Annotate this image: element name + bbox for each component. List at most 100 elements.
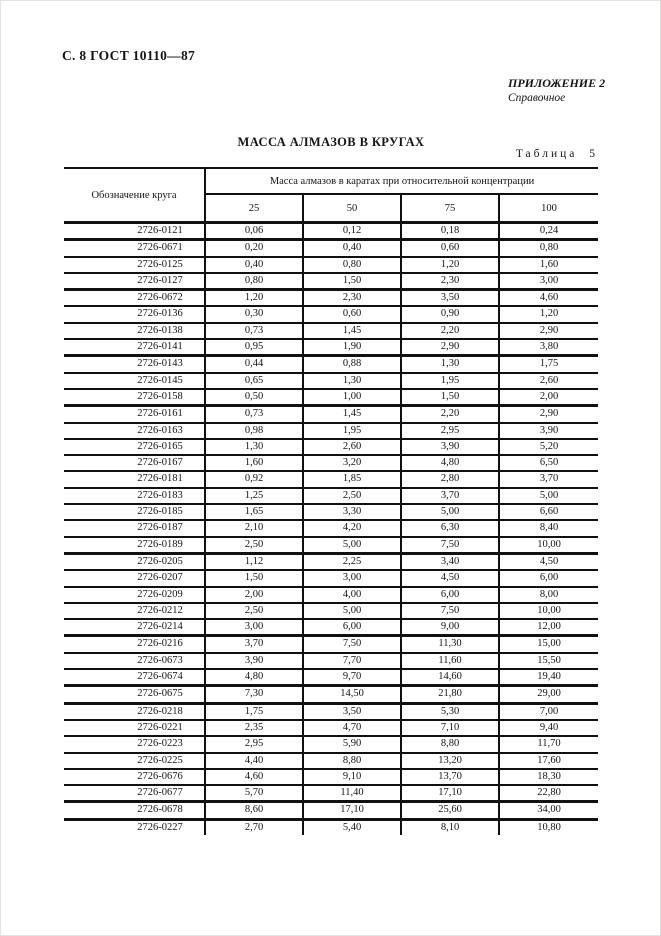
- designation-cell: 2726-0183: [64, 487, 206, 506]
- designation-cell: 2726-0145: [64, 372, 206, 390]
- designation-cell: 2726-0163: [64, 422, 206, 440]
- mass-value-cell: 1,95: [303, 422, 402, 440]
- mass-value-cell: 0,80: [303, 256, 402, 274]
- designation-cell: 2726-0185: [64, 504, 206, 522]
- mass-value-cell: 3,00: [303, 570, 402, 588]
- mass-value-cell: 2,30: [401, 272, 500, 292]
- mass-value-cell: 1,45: [303, 405, 402, 424]
- mass-value-cell: 8,10: [401, 819, 500, 835]
- mass-value-cell: 5,30: [401, 703, 500, 721]
- mass-value-cell: 0,60: [401, 239, 500, 258]
- table-row: 2726-0163 0,98 1,95 2,95 3,90: [64, 422, 599, 440]
- table-row: 2726-0127 0,80 1,50 2,30 3,00: [64, 272, 599, 292]
- table-row: 2726-0136 0,30 0,60 0,90 1,20: [64, 306, 599, 324]
- table-row: 2726-0158 0,50 1,00 1,50 2,00: [64, 388, 599, 408]
- mass-value-cell: 34,00: [499, 801, 599, 821]
- mass-value-cell: 2,70: [205, 819, 304, 835]
- mass-value-cell: 22,80: [499, 785, 599, 804]
- designation-cell: 2726-0676: [64, 768, 206, 787]
- mass-value-cell: 4,00: [303, 586, 402, 604]
- designation-cell: 2726-0671: [64, 239, 206, 258]
- mass-value-cell: 1,85: [303, 471, 402, 489]
- designation-cell: 2726-0223: [64, 736, 206, 754]
- table-row: 2726-0677 5,70 11,40 17,10 22,80: [64, 785, 599, 804]
- mass-value-cell: 0,12: [303, 222, 402, 242]
- mass-value-cell: 5,00: [303, 602, 402, 621]
- mass-value-cell: 0,24: [499, 222, 599, 242]
- mass-value-cell: 3,00: [499, 272, 599, 292]
- mass-value-cell: 15,00: [499, 635, 599, 654]
- mass-value-cell: 7,50: [401, 536, 500, 555]
- designation-cell: 2726-0221: [64, 719, 206, 738]
- mass-value-cell: 2,60: [499, 372, 599, 390]
- mass-value-cell: 1,00: [303, 388, 402, 408]
- mass-value-cell: 6,60: [499, 504, 599, 522]
- mass-value-cell: 7,50: [303, 635, 402, 654]
- mass-value-cell: 11,40: [303, 785, 402, 804]
- mass-value-cell: 3,20: [303, 455, 402, 473]
- column-group-header: Масса алмазов в каратах при относительно…: [205, 168, 599, 195]
- annex-block: ПРИЛОЖЕНИЕ 2 Справочное: [508, 76, 605, 104]
- mass-value-cell: 1,50: [205, 570, 304, 588]
- mass-value-cell: 1,30: [205, 438, 304, 457]
- mass-value-cell: 2,20: [401, 405, 500, 424]
- mass-value-cell: 2,90: [401, 339, 500, 358]
- mass-value-cell: 1,30: [303, 372, 402, 390]
- mass-value-cell: 0,73: [205, 405, 304, 424]
- mass-value-cell: 8,40: [499, 520, 599, 538]
- table-row: 2726-0672 1,20 2,30 3,50 4,60: [64, 289, 599, 308]
- mass-value-cell: 4,50: [401, 570, 500, 588]
- mass-value-cell: 13,70: [401, 768, 500, 787]
- mass-value-cell: 9,00: [401, 619, 500, 638]
- mass-value-cell: 1,90: [303, 339, 402, 358]
- mass-value-cell: 25,60: [401, 801, 500, 821]
- mass-value-cell: 5,70: [205, 785, 304, 804]
- mass-value-cell: 2,00: [499, 388, 599, 408]
- table-header-row-2: 25 50 75 100: [64, 194, 599, 224]
- mass-value-cell: 2,25: [303, 553, 402, 572]
- concentration-header-100: 100: [499, 194, 599, 224]
- mass-value-cell: 7,00: [499, 703, 599, 721]
- table-row: 2726-0143 0,44 0,88 1,30 1,75: [64, 355, 599, 374]
- mass-value-cell: 0,80: [499, 239, 599, 258]
- designation-cell: 2726-0143: [64, 355, 206, 374]
- designation-cell: 2726-0678: [64, 801, 206, 821]
- mass-value-cell: 8,00: [499, 586, 599, 604]
- mass-value-cell: 11,60: [401, 652, 500, 671]
- designation-cell: 2726-0225: [64, 752, 206, 770]
- mass-value-cell: 17,10: [401, 785, 500, 804]
- concentration-header-25: 25: [205, 194, 304, 224]
- mass-value-cell: 10,00: [499, 536, 599, 555]
- page-number-standard-header: С. 8 ГОСТ 10110—87: [62, 48, 196, 63]
- mass-value-cell: 3,90: [499, 422, 599, 440]
- mass-value-cell: 0,80: [205, 272, 304, 292]
- mass-value-cell: 0,30: [205, 306, 304, 324]
- table-row: 2726-0161 0,73 1,45 2,20 2,90: [64, 405, 599, 424]
- table-row: 2726-0185 1,65 3,30 5,00 6,60: [64, 504, 599, 522]
- mass-value-cell: 0,65: [205, 372, 304, 390]
- designation-cell: 2726-0218: [64, 703, 206, 721]
- mass-value-cell: 2,80: [401, 471, 500, 489]
- designation-cell: 2726-0672: [64, 289, 206, 308]
- table-row: 2726-0138 0,73 1,45 2,20 2,90: [64, 322, 599, 341]
- mass-value-cell: 6,00: [303, 619, 402, 638]
- designation-cell: 2726-0138: [64, 322, 206, 341]
- table-body: 2726-0121 0,06 0,12 0,18 0,24 2726-0671 0,20 0,…: [64, 222, 599, 835]
- mass-value-cell: 3,70: [499, 471, 599, 489]
- designation-cell: 2726-0207: [64, 570, 206, 588]
- mass-value-cell: 2,60: [303, 438, 402, 457]
- mass-value-cell: 4,40: [205, 752, 304, 770]
- table-row: 2726-0678 8,60 17,10 25,60 34,00: [64, 801, 599, 821]
- mass-value-cell: 4,20: [303, 520, 402, 538]
- table-row: 2726-0671 0,20 0,40 0,60 0,80: [64, 239, 599, 258]
- mass-value-cell: 0,44: [205, 355, 304, 374]
- designation-cell: 2726-0121: [64, 222, 206, 242]
- mass-value-cell: 1,50: [401, 388, 500, 408]
- mass-value-cell: 17,10: [303, 801, 402, 821]
- mass-value-cell: 9,10: [303, 768, 402, 787]
- mass-value-cell: 3,90: [401, 438, 500, 457]
- document-title: МАССА АЛМАЗОВ В КРУГАХ: [237, 135, 425, 149]
- table-row: 2726-0214 3,00 6,00 9,00 12,00: [64, 619, 599, 638]
- mass-value-cell: 0,98: [205, 422, 304, 440]
- designation-cell: 2726-0136: [64, 306, 206, 324]
